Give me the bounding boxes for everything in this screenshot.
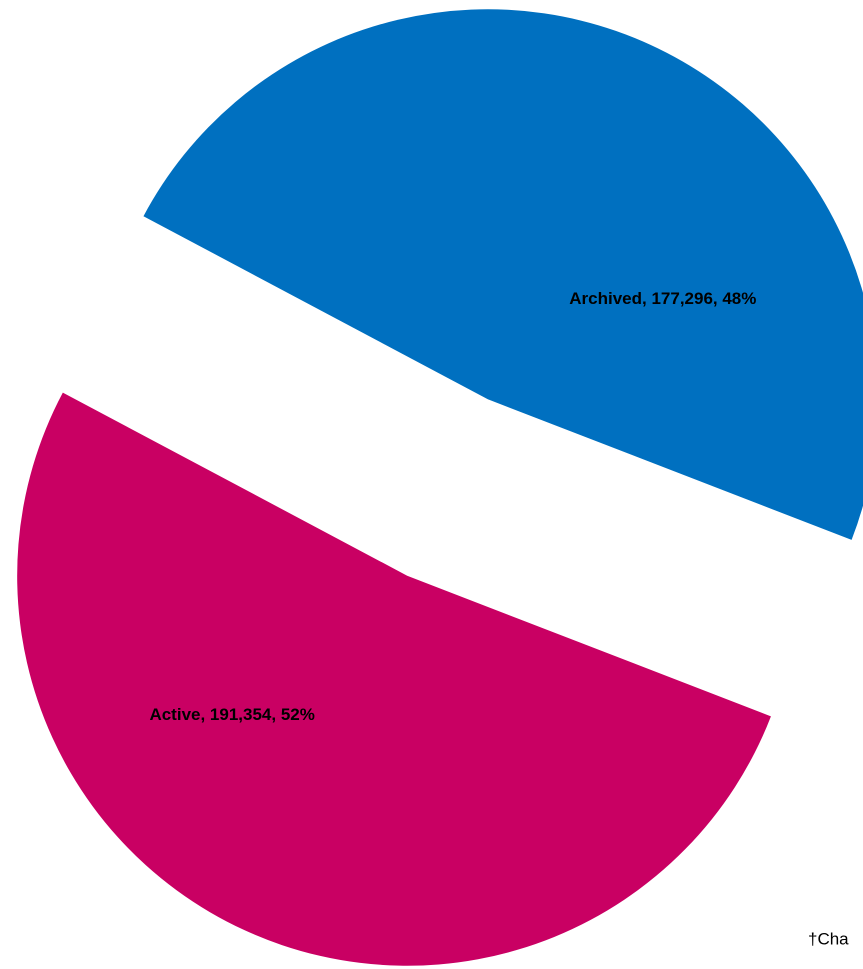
footnote: †Cha: [808, 929, 849, 948]
data-label: Active, 191,354, 52%: [149, 705, 314, 724]
data-label: Archived, 177,296, 48%: [569, 289, 756, 308]
pie-slice: [143, 9, 863, 540]
pie-slice: [17, 392, 771, 966]
slices: Archived, 177,296, 48% Active, 191,354, 5…: [17, 9, 863, 966]
